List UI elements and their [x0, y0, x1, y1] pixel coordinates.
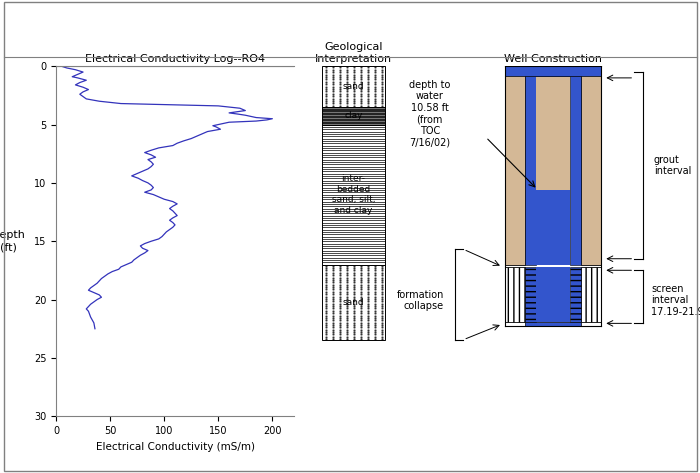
Bar [570, 267, 581, 322]
Bar [505, 267, 525, 322]
Bar [536, 66, 570, 77]
Bar [581, 66, 601, 264]
Text: screen
interval
17.19-21.94 ft: screen interval 17.19-21.94 ft [651, 284, 700, 317]
Bar [525, 267, 536, 322]
Bar [322, 107, 385, 124]
Bar [581, 267, 601, 322]
Bar [322, 66, 385, 107]
Text: grout
interval: grout interval [654, 155, 691, 176]
Bar [322, 124, 385, 264]
Title: Well Construction: Well Construction [504, 54, 602, 64]
Text: sand: sand [343, 82, 364, 91]
Text: inter-
bedded
sand, silt,
and clay: inter- bedded sand, silt, and clay [332, 175, 375, 215]
X-axis label: Electrical Conductivity (mS/m): Electrical Conductivity (mS/m) [95, 441, 255, 452]
Y-axis label: Depth
(ft): Depth (ft) [0, 230, 26, 252]
Text: depth to
water
10.58 ft
(from
TOC
7/16/02): depth to water 10.58 ft (from TOC 7/16/0… [409, 80, 451, 148]
Bar [525, 322, 581, 326]
Bar [536, 190, 570, 264]
Text: sand: sand [343, 298, 364, 307]
Bar [322, 264, 385, 341]
Bar [536, 77, 570, 190]
Text: formation
collapse: formation collapse [396, 289, 444, 311]
Bar [505, 66, 525, 264]
Text: clay: clay [344, 111, 363, 120]
Bar [536, 267, 570, 322]
Bar [505, 66, 601, 76]
Title: Electrical Conductivity Log--RO4: Electrical Conductivity Log--RO4 [85, 54, 265, 64]
Bar [525, 66, 536, 264]
Bar [570, 66, 581, 264]
Title: Geological
Interpretation: Geological Interpretation [315, 43, 392, 64]
